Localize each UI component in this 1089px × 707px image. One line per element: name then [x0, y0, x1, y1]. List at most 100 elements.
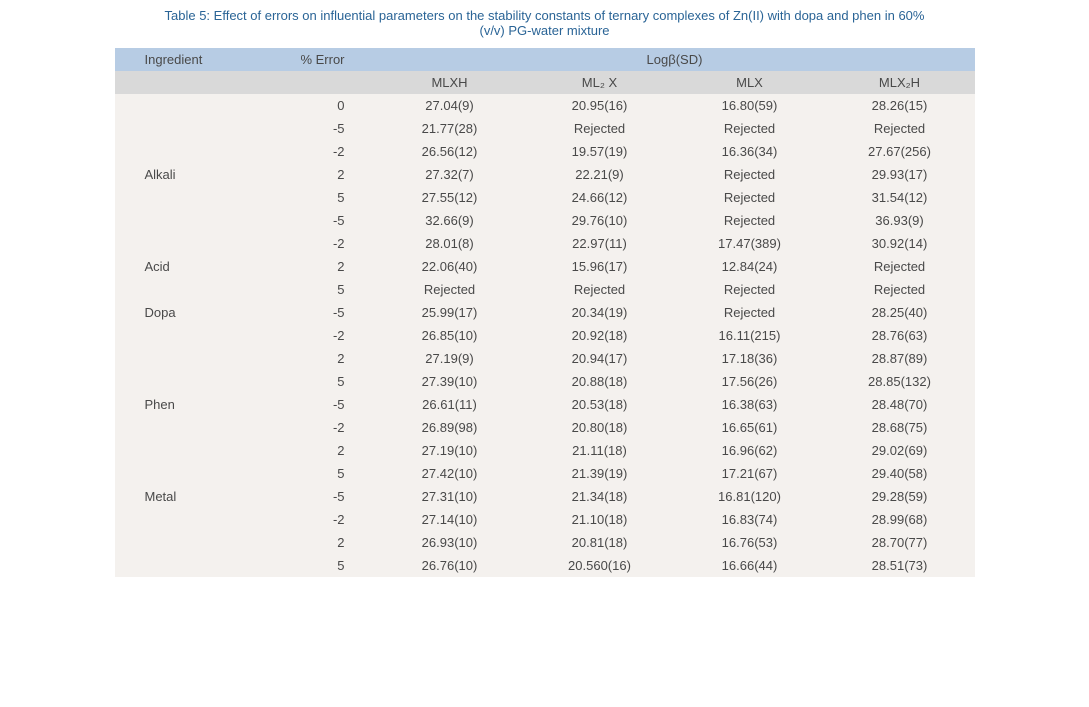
cell-value: 20.88(18): [525, 370, 675, 393]
cell-error: 2: [265, 531, 375, 554]
table-row: -532.66(9)29.76(10)Rejected36.93(9): [115, 209, 975, 232]
cell-error: 0: [265, 94, 375, 117]
table-row: 527.55(12)24.66(12)Rejected31.54(12): [115, 186, 975, 209]
table-row: 5RejectedRejectedRejectedRejected: [115, 278, 975, 301]
cell-error: 5: [265, 462, 375, 485]
cell-error: 5: [265, 186, 375, 209]
cell-error: -5: [265, 301, 375, 324]
table-row: 226.93(10)20.81(18)16.76(53)28.70(77): [115, 531, 975, 554]
cell-value: 21.10(18): [525, 508, 675, 531]
cell-value: 21.34(18): [525, 485, 675, 508]
cell-value: Rejected: [675, 117, 825, 140]
cell-value: 27.19(10): [375, 439, 525, 462]
cell-value: Rejected: [675, 163, 825, 186]
caption-line-2: (v/v) PG-water mixture: [479, 23, 609, 38]
cell-value: 16.96(62): [675, 439, 825, 462]
table-header-row: Ingredient % Error Logβ(SD): [115, 48, 975, 71]
cell-value: 28.48(70): [825, 393, 975, 416]
subheader-mlx2h: MLX₂H: [825, 71, 975, 94]
cell-error: 5: [265, 554, 375, 577]
cell-error: -5: [265, 393, 375, 416]
cell-value: Rejected: [675, 209, 825, 232]
cell-value: 28.51(73): [825, 554, 975, 577]
table-row: 227.19(9)20.94(17)17.18(36)28.87(89): [115, 347, 975, 370]
cell-ingredient: [115, 278, 265, 301]
cell-value: 27.67(256): [825, 140, 975, 163]
cell-value: 19.57(19): [525, 140, 675, 163]
caption-line-1: Table 5: Effect of errors on influential…: [165, 8, 925, 23]
cell-ingredient: [115, 140, 265, 163]
cell-ingredient: Acid: [115, 255, 265, 278]
table-row: Dopa-525.99(17)20.34(19)Rejected28.25(40…: [115, 301, 975, 324]
cell-ingredient: [115, 209, 265, 232]
cell-value: 28.85(132): [825, 370, 975, 393]
cell-value: 20.560(16): [525, 554, 675, 577]
cell-value: 20.94(17): [525, 347, 675, 370]
cell-value: Rejected: [825, 278, 975, 301]
cell-ingredient: [115, 508, 265, 531]
cell-value: 20.34(19): [525, 301, 675, 324]
cell-error: 5: [265, 370, 375, 393]
cell-ingredient: [115, 531, 265, 554]
cell-value: 28.87(89): [825, 347, 975, 370]
cell-value: 27.32(7): [375, 163, 525, 186]
cell-ingredient: [115, 554, 265, 577]
cell-value: 17.56(26): [675, 370, 825, 393]
cell-value: 22.21(9): [525, 163, 675, 186]
cell-value: 21.77(28): [375, 117, 525, 140]
cell-value: 28.68(75): [825, 416, 975, 439]
cell-value: 16.83(74): [675, 508, 825, 531]
cell-error: -5: [265, 209, 375, 232]
cell-ingredient: [115, 439, 265, 462]
cell-value: 28.76(63): [825, 324, 975, 347]
cell-ingredient: Phen: [115, 393, 265, 416]
cell-value: 27.04(9): [375, 94, 525, 117]
table-row: Phen-526.61(11)20.53(18)16.38(63)28.48(7…: [115, 393, 975, 416]
cell-value: 16.66(44): [675, 554, 825, 577]
cell-ingredient: [115, 186, 265, 209]
cell-value: 36.93(9): [825, 209, 975, 232]
cell-ingredient: [115, 416, 265, 439]
table-body: 027.04(9)20.95(16)16.80(59)28.26(15)-521…: [115, 94, 975, 577]
subheader-mlxh: MLXH: [375, 71, 525, 94]
cell-error: 2: [265, 255, 375, 278]
table-subheader-row: MLXH ML₂ X MLX MLX₂H: [115, 71, 975, 94]
table-row: -226.85(10)20.92(18)16.11(215)28.76(63): [115, 324, 975, 347]
cell-value: 26.61(11): [375, 393, 525, 416]
cell-value: 16.81(120): [675, 485, 825, 508]
col-header-ingredient: Ingredient: [115, 48, 265, 71]
table-caption: Table 5: Effect of errors on influential…: [45, 8, 1045, 38]
cell-value: 26.56(12): [375, 140, 525, 163]
subheader-blank-2: [265, 71, 375, 94]
table-row: Acid222.06(40)15.96(17)12.84(24)Rejected: [115, 255, 975, 278]
cell-value: 27.55(12): [375, 186, 525, 209]
cell-value: 26.89(98): [375, 416, 525, 439]
cell-value: 20.80(18): [525, 416, 675, 439]
cell-value: Rejected: [375, 278, 525, 301]
cell-value: 29.93(17): [825, 163, 975, 186]
cell-ingredient: [115, 462, 265, 485]
cell-value: 27.39(10): [375, 370, 525, 393]
table-row: 527.42(10)21.39(19)17.21(67)29.40(58): [115, 462, 975, 485]
subheader-mlx: MLX: [675, 71, 825, 94]
cell-error: 5: [265, 278, 375, 301]
table-row: 527.39(10)20.88(18)17.56(26)28.85(132): [115, 370, 975, 393]
table-row: 227.19(10)21.11(18)16.96(62)29.02(69): [115, 439, 975, 462]
col-header-error: % Error: [265, 48, 375, 71]
cell-value: Rejected: [525, 117, 675, 140]
cell-value: Rejected: [825, 117, 975, 140]
cell-value: Rejected: [675, 301, 825, 324]
cell-value: 16.11(215): [675, 324, 825, 347]
cell-value: 26.76(10): [375, 554, 525, 577]
cell-value: Rejected: [525, 278, 675, 301]
table-row: 027.04(9)20.95(16)16.80(59)28.26(15): [115, 94, 975, 117]
cell-value: Rejected: [675, 186, 825, 209]
table-row: 526.76(10)20.560(16)16.66(44)28.51(73): [115, 554, 975, 577]
cell-value: 27.14(10): [375, 508, 525, 531]
cell-value: 15.96(17): [525, 255, 675, 278]
cell-value: 29.02(69): [825, 439, 975, 462]
cell-value: 16.80(59): [675, 94, 825, 117]
cell-ingredient: [115, 117, 265, 140]
table-row: -228.01(8)22.97(11)17.47(389)30.92(14): [115, 232, 975, 255]
cell-error: 2: [265, 347, 375, 370]
